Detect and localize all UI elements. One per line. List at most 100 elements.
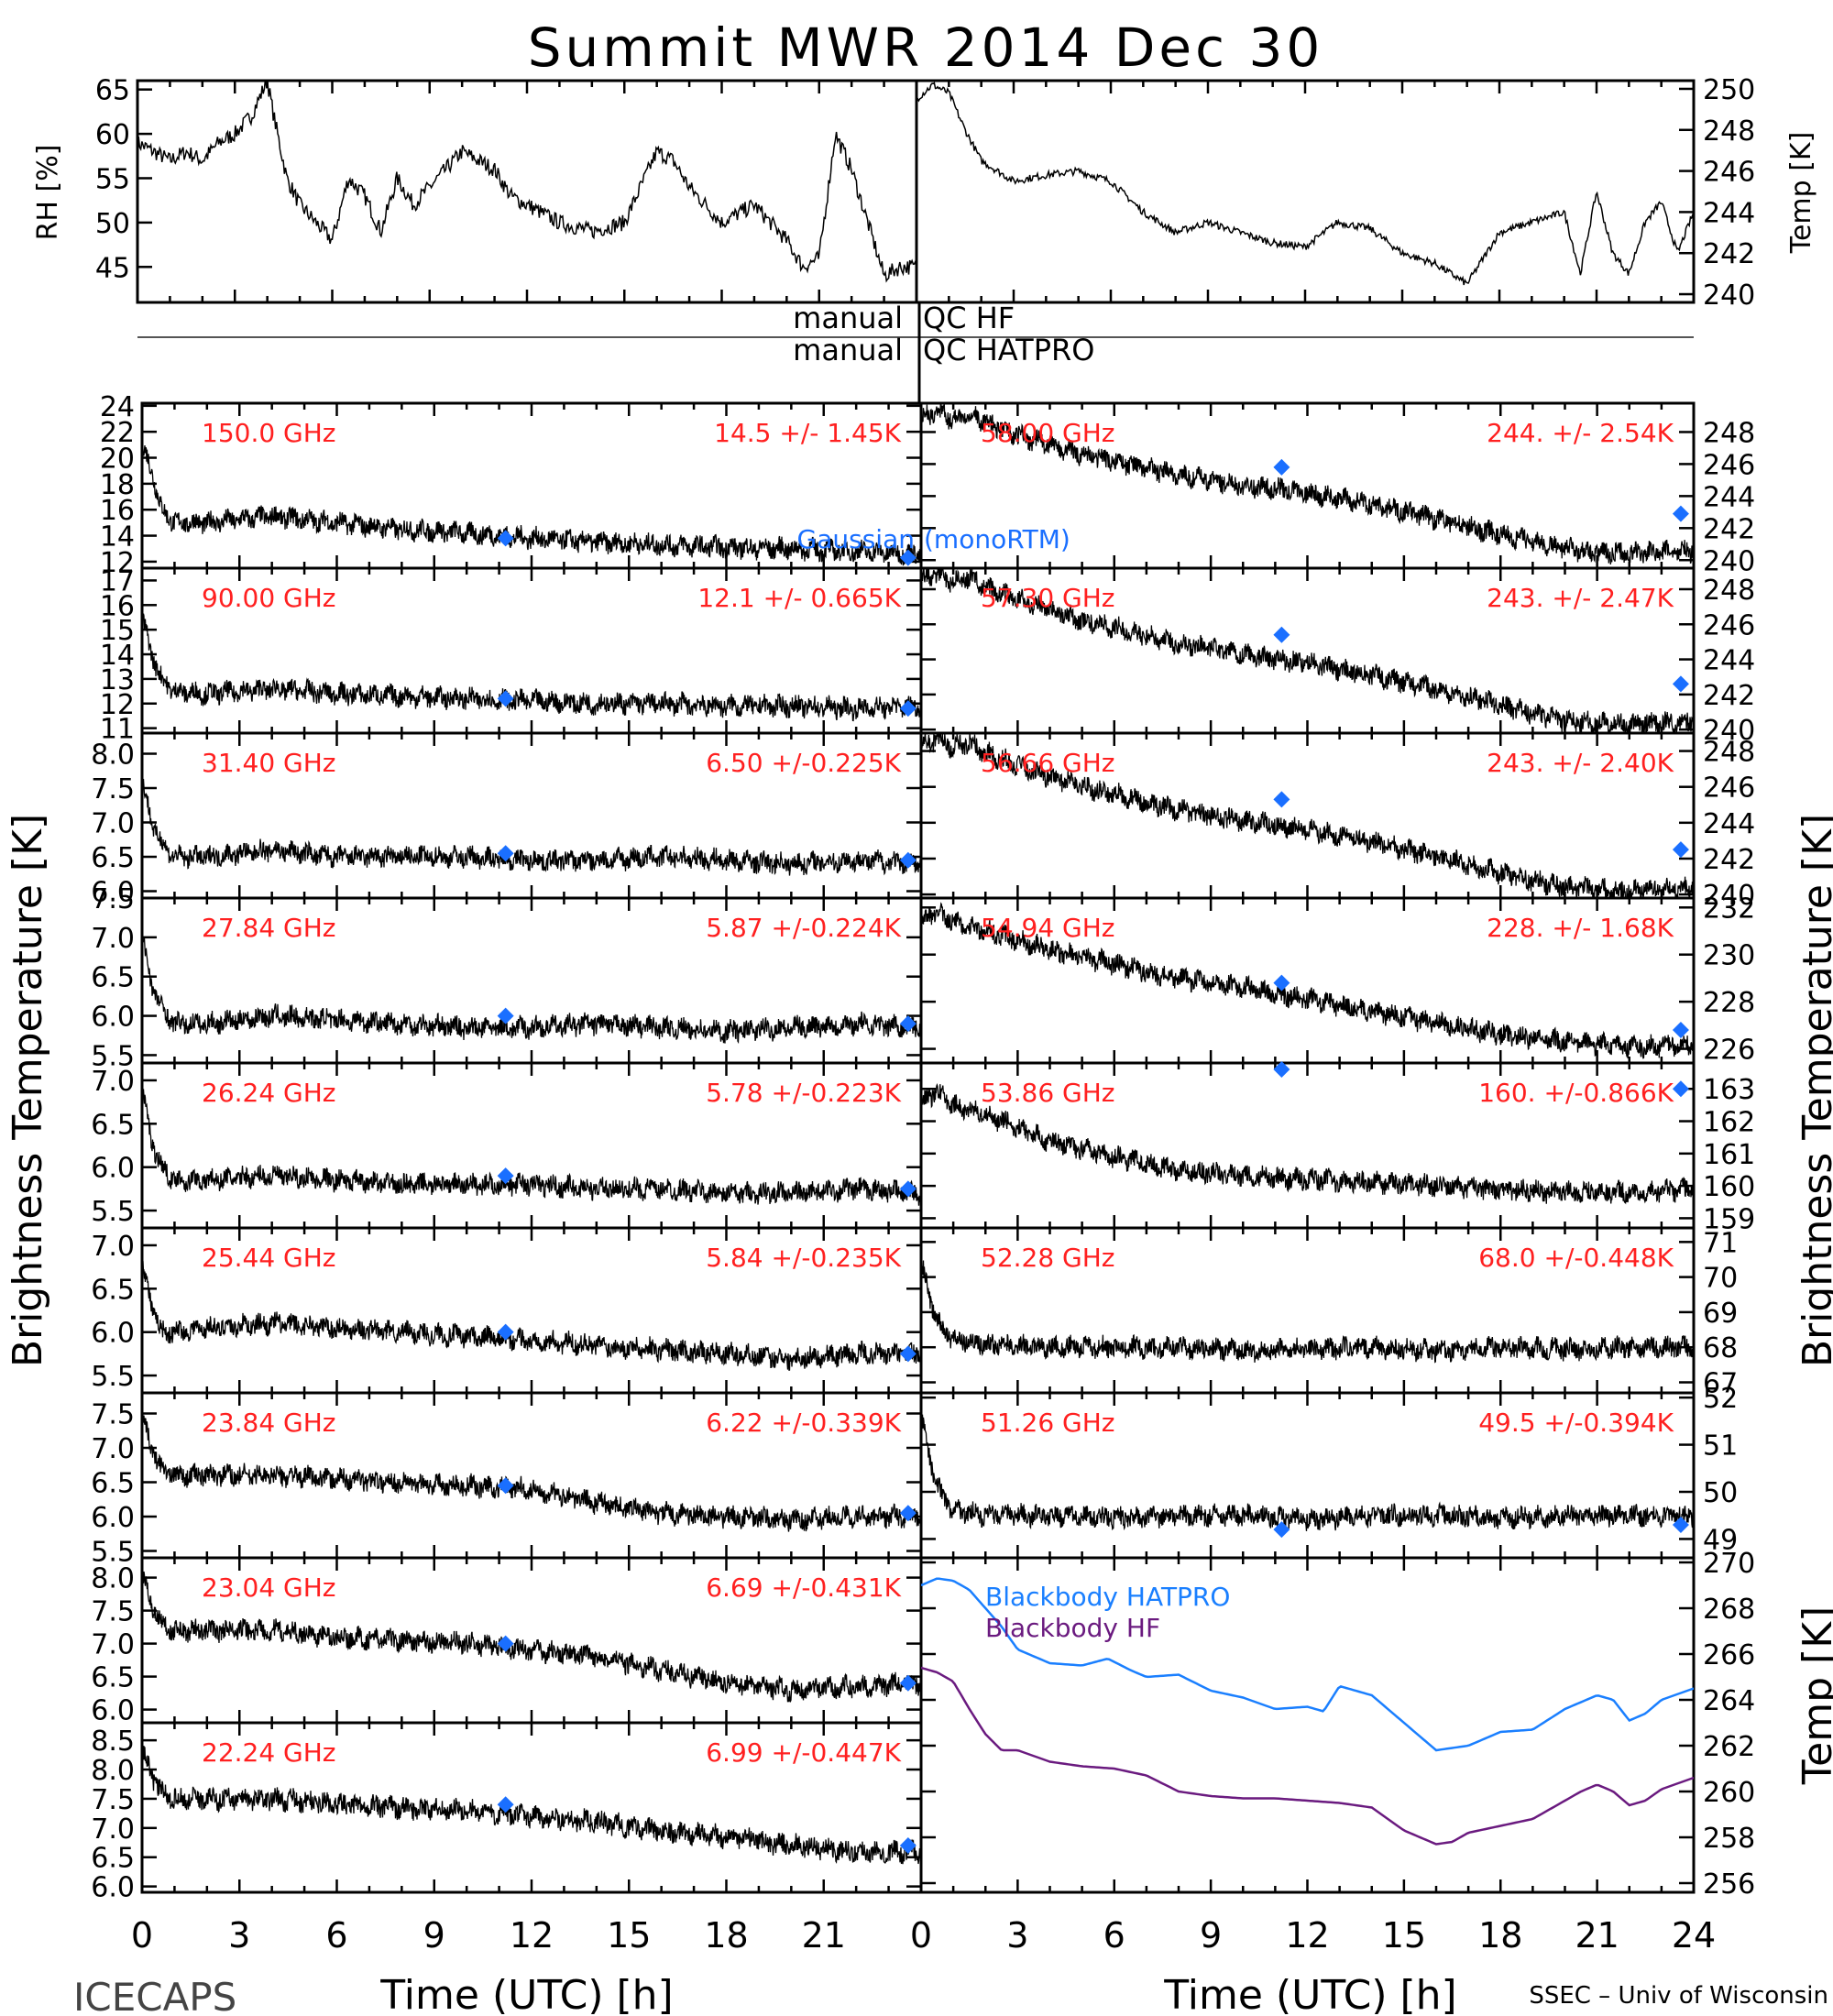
model-point-ch23_04-0: [497, 1635, 514, 1652]
channel-freq-ch150: 150.0 GHz: [202, 418, 336, 448]
y-tick-label: 13: [100, 664, 135, 696]
x-tick-label-right: 3: [1006, 1915, 1028, 1956]
y-tick-label: 71: [1703, 1227, 1738, 1259]
x-tick-label-right: 21: [1575, 1915, 1619, 1956]
trace-ch31: [142, 776, 921, 876]
y-tick-label: 16: [100, 590, 135, 622]
y-tick-label: 232: [1703, 893, 1755, 925]
channel-stat-ch26: 5.78 +/-0.223K: [706, 1078, 901, 1108]
trace-ch23_84: [142, 1412, 921, 1532]
y-tick-label: 246: [1703, 609, 1755, 641]
model-point-ch27-0: [497, 1007, 514, 1024]
y-tick-label: 266: [1703, 1639, 1755, 1671]
x-tick-label-right: 0: [910, 1915, 932, 1956]
y-tick-label: 161: [1703, 1139, 1755, 1171]
x-tick-label-right: 24: [1672, 1915, 1716, 1956]
channel-stat-ch23_84: 6.22 +/-0.339K: [706, 1408, 901, 1438]
trace-ch52: [921, 1260, 1694, 1364]
y-tick-label: 270: [1703, 1548, 1755, 1580]
y-tick-label: 45: [95, 252, 130, 284]
y-tick-label: 262: [1703, 1731, 1755, 1763]
y-tick-label: 246: [1703, 449, 1755, 481]
y-tick-label: 5.5: [91, 1361, 135, 1393]
trace-ch54: [921, 902, 1694, 1059]
channel-freq-ch22: 22.24 GHz: [202, 1737, 336, 1768]
y-tick-label: 12: [100, 547, 135, 579]
y-tick-label: 68: [1703, 1332, 1738, 1364]
y-tick-label: 6.5: [91, 1662, 135, 1694]
y-tick-label: 50: [95, 208, 130, 240]
y-tick-label: 242: [1703, 680, 1755, 712]
y-tick-label: 11: [100, 714, 135, 746]
right-ylabel: Brightness Temperature [K]: [1795, 814, 1833, 1367]
y-tick-label: 24: [100, 391, 135, 423]
legend-model-right: (monoRTM): [924, 524, 1070, 554]
channel-freq-ch56: 56.66 GHz: [981, 748, 1115, 778]
y-tick-label: 7.0: [91, 1231, 135, 1263]
y-tick-label: 6.5: [91, 842, 135, 874]
y-tick-label: 7.5: [91, 1784, 135, 1816]
model-point-ch150-0: [497, 530, 514, 547]
y-tick-label: 60: [95, 119, 130, 151]
y-tick-label: 7.0: [91, 1066, 135, 1098]
panel-frame-airtemp: [915, 79, 1696, 304]
y-tick-label: 14: [100, 521, 135, 553]
y-tick-label: 6.5: [91, 1843, 135, 1875]
y-tick-label: 6.0: [91, 1318, 135, 1350]
x-tick-label-left: 21: [802, 1915, 846, 1956]
y-tick-label: 244: [1703, 645, 1755, 677]
y-tick-label: 240: [1703, 880, 1755, 912]
y-tick-label: 242: [1703, 844, 1755, 876]
legend-blackbody-0: Blackbody HATPRO: [985, 1582, 1230, 1612]
y-tick-label: 51: [1703, 1430, 1738, 1463]
blackbody-series-1: [921, 1666, 1694, 1846]
y-tick-label: 6.0: [91, 1153, 135, 1185]
model-point-ch51-1: [1672, 1517, 1689, 1533]
trace-ch53: [921, 1082, 1694, 1205]
y-tick-label: 6.0: [91, 877, 135, 909]
model-point-ch22-1: [899, 1836, 916, 1854]
channel-freq-ch25: 25.44 GHz: [202, 1243, 336, 1273]
y-tick-label: 240: [1703, 715, 1755, 747]
channel-freq-ch31: 31.40 GHz: [202, 748, 336, 778]
channel-freq-ch58: 58.00 GHz: [981, 418, 1115, 448]
y-tick-label: 5.5: [91, 1537, 135, 1569]
channel-freq-ch51: 51.26 GHz: [981, 1408, 1115, 1438]
channel-freq-ch52: 52.28 GHz: [981, 1243, 1115, 1273]
y-tick-label: 49: [1703, 1524, 1738, 1556]
y-tick-label: 6.0: [91, 1502, 135, 1534]
model-point-ch90-1: [899, 700, 916, 718]
model-point-ch150-1: [899, 549, 916, 566]
qc-hatpro-left: manual: [793, 333, 903, 367]
x-tick-label-left: 12: [510, 1915, 554, 1956]
y-tick-label: 248: [1703, 417, 1755, 449]
y-tick-label: 14: [100, 640, 135, 672]
model-point-ch31-0: [497, 845, 514, 862]
y-tick-label: 256: [1703, 1868, 1755, 1901]
channel-stat-ch58: 244. +/- 2.54K: [1487, 418, 1674, 448]
model-point-ch54-1: [1672, 1022, 1689, 1038]
y-tick-label: 7.0: [91, 808, 135, 840]
y-tick-label: 246: [1703, 157, 1755, 189]
model-point-ch58-0: [1273, 458, 1290, 476]
y-tick-label: 5.5: [91, 1196, 135, 1228]
y-tick-label: 12: [100, 689, 135, 721]
x-tick-label-right: 9: [1200, 1915, 1222, 1956]
trace-ch26: [142, 1085, 921, 1206]
y-tick-label: 230: [1703, 940, 1755, 972]
x-tick-label-right: 12: [1285, 1915, 1329, 1956]
y-tick-label: 240: [1703, 545, 1755, 577]
trace-ch150: [142, 436, 921, 566]
model-point-ch23_84-1: [899, 1505, 916, 1522]
x-tick-label-right: 6: [1103, 1915, 1125, 1956]
blackbody-ylabel: Temp [K]: [1795, 1606, 1833, 1785]
model-point-ch23_04-1: [899, 1674, 916, 1692]
left-xlabel: Time (UTC) [h]: [379, 1972, 673, 2016]
channel-stat-ch22: 6.99 +/-0.447K: [706, 1737, 901, 1768]
legend-blackbody-1: Blackbody HF: [985, 1613, 1160, 1643]
y-tick-label: 5.5: [91, 1040, 135, 1072]
trace-rh: [137, 81, 916, 283]
trace-ch56: [921, 733, 1694, 898]
y-tick-label: 6.5: [91, 962, 135, 994]
y-tick-label: 250: [1703, 74, 1755, 106]
